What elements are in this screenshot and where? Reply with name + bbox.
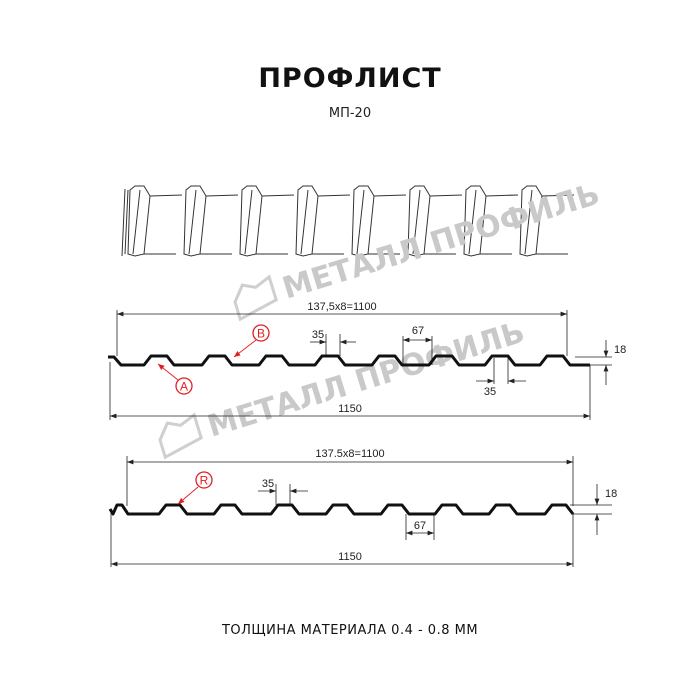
profile-1-bottom-width-label: 35 — [484, 386, 496, 398]
profile-2-section — [108, 503, 575, 516]
svg-text:R: R — [200, 474, 209, 488]
profile-1-section — [108, 354, 590, 367]
profile-1-pitch-label: 137,5x8=1100 — [307, 301, 376, 313]
svg-text:A: A — [180, 380, 188, 394]
profile-1-total-width-label: 1150 — [338, 403, 362, 415]
profile-2-flange-label: 67 — [414, 520, 426, 532]
profile-2-total-width-label: 1150 — [338, 551, 362, 563]
profile-1-flange-label: 67 — [412, 325, 424, 337]
watermark-logo-icon — [233, 274, 278, 322]
profile-2-pitch-label: 137.5x8=1100 — [315, 448, 384, 460]
profile-1 — [108, 310, 612, 420]
watermark-1: МЕТАЛЛ ПРОФИЛЬ — [233, 177, 604, 322]
profile-2-height-label: 18 — [605, 488, 617, 500]
profile-1-top-width-label: 35 — [312, 329, 324, 341]
profile-1-height-label: 18 — [614, 344, 626, 356]
marker-r: R — [177, 471, 213, 505]
model-label: МП-20 — [329, 106, 371, 121]
watermark-text: МЕТАЛЛ ПРОФИЛЬ — [203, 315, 528, 445]
profile-2-top-width-label: 35 — [262, 478, 274, 490]
svg-text:B: B — [257, 327, 265, 341]
sheet-3d-view — [121, 185, 575, 257]
material-thickness-note: ТОЛЩИНА МАТЕРИАЛА 0.4 - 0.8 ММ — [221, 623, 478, 638]
page-title: ПРОФЛИСТ — [258, 63, 441, 94]
marker-a: A — [157, 363, 193, 395]
sheet-3d-outline — [121, 185, 575, 257]
marker-b: B — [233, 324, 270, 358]
profile-2 — [108, 456, 612, 567]
watermark-2: МЕТАЛЛ ПРОФИЛЬ — [158, 315, 529, 460]
watermark-logo-icon — [158, 412, 203, 460]
